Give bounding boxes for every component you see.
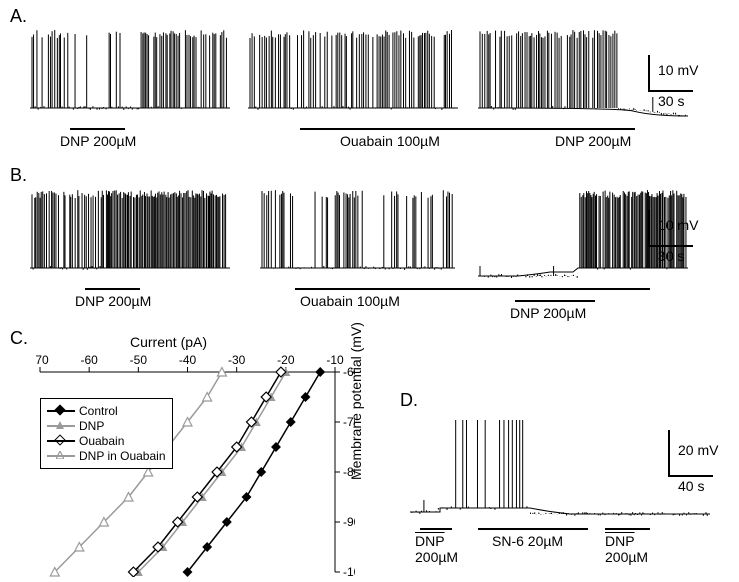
panel-a-trace-1 (30, 28, 230, 123)
panel-d-scale-h (668, 475, 713, 477)
svg-text:-50: -50 (130, 353, 148, 367)
panel-b-drug-label-2: Ouabain 100µM (300, 293, 400, 309)
panel-a-drug-bar-2 (300, 128, 570, 130)
panel-a-trace-3 (478, 28, 688, 123)
panel-b-drug-bar-2 (295, 288, 650, 290)
panel-b-scale-v-text: 10 mV (658, 217, 698, 233)
panel-a-scale-h-text: 30 s (658, 93, 684, 109)
panel-d-drug-label-1b: 200µM (415, 549, 458, 565)
panel-b-trace-3 (478, 188, 688, 283)
panel-b-drug-label-1: DNP 200µM (75, 293, 151, 309)
panel-a-drug-label-3: DNP 200µM (555, 133, 631, 149)
panel-a-drug-label-2: Ouabain 100µM (340, 133, 440, 149)
legend-row-dnp-ouabain: DNP in Ouabain (47, 449, 166, 463)
panel-c-y-label: Membrane potential (mV) (348, 322, 364, 480)
panel-d-drug-label-1a: DNP (415, 533, 445, 549)
panel-d-trace (410, 410, 710, 525)
svg-text:-10: -10 (326, 353, 344, 367)
panel-a-label: A. (10, 6, 27, 27)
legend-text-control: Control (79, 404, 118, 418)
panel-d-scale-v (668, 430, 670, 475)
panel-d-label: D. (400, 390, 418, 411)
panel-b-drug-bar-1 (85, 288, 140, 290)
panel-a-drug-label-1: DNP 200µM (60, 133, 136, 149)
panel-a-drug-bar-1 (70, 128, 125, 130)
panel-a-scale-v-text: 10 mV (658, 62, 698, 78)
legend-text-dnp: DNP (79, 419, 104, 433)
panel-b-drug-bar-3 (515, 300, 595, 302)
legend-row-ouabain: Ouabain (47, 434, 166, 448)
svg-text:-30: -30 (228, 353, 246, 367)
panel-a-scale-h (648, 90, 693, 92)
panel-a-trace-2 (248, 28, 458, 123)
panel-c-label: C. (10, 328, 28, 349)
panel-d-drug-bar-1 (420, 528, 452, 530)
panel-a-drug-bar-3 (560, 128, 635, 130)
panel-d-drug-bar-2 (478, 528, 588, 530)
panel-c-legend: Control DNP Ouabain DNP in Ouabain (40, 398, 173, 469)
panel-b-label: B. (10, 165, 27, 186)
panel-d-drug-bar-3 (605, 528, 650, 530)
panel-b-drug-label-3: DNP 200µM (510, 305, 586, 321)
svg-text:-90: -90 (343, 515, 355, 529)
panel-d-scale-h-text: 40 s (678, 478, 704, 494)
svg-text:-70: -70 (35, 353, 49, 367)
legend-row-dnp: DNP (47, 419, 166, 433)
legend-text-dnp-ouabain: DNP in Ouabain (79, 449, 166, 463)
legend-text-ouabain: Ouabain (79, 434, 124, 448)
svg-text:-60: -60 (80, 353, 98, 367)
panel-a-scale-v (648, 55, 650, 90)
panel-d-drug-label-2: SN-6 20µM (492, 533, 563, 549)
panel-b-scale-h-text: 30 s (658, 248, 684, 264)
legend-row-control: Control (47, 404, 166, 418)
svg-text:-40: -40 (179, 353, 197, 367)
svg-text:-100: -100 (343, 565, 355, 577)
panel-b-scale-v (648, 210, 650, 245)
panel-d-drug-label-3a: DNP (605, 533, 635, 549)
panel-b-scale-h (648, 245, 693, 247)
panel-d-drug-label-3b: 200µM (605, 549, 648, 565)
panel-b-trace-1 (30, 188, 230, 283)
panel-b-trace-2 (260, 188, 455, 283)
panel-d-scale-v-text: 20 mV (678, 442, 718, 458)
svg-text:-20: -20 (277, 353, 295, 367)
panel-c-x-label: Current (pA) (130, 334, 207, 350)
